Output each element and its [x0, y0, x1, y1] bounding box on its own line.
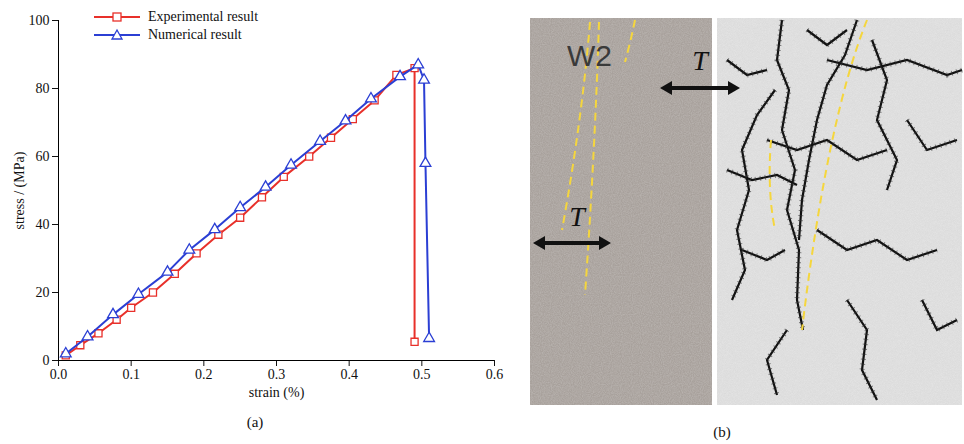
svg-text:20: 20 — [36, 285, 50, 300]
svg-text:0.5: 0.5 — [413, 367, 431, 382]
svg-text:stress / (MPa): stress / (MPa) — [12, 151, 28, 229]
svg-text:T: T — [692, 45, 710, 76]
html-text:(a): (a) — [246, 414, 264, 430]
html-text:Numerical result: Numerical result — [148, 27, 242, 42]
svg-text:0.0: 0.0 — [50, 367, 68, 382]
svg-text:40: 40 — [36, 217, 50, 232]
svg-text:0.4: 0.4 — [340, 367, 358, 382]
svg-text:80: 80 — [36, 81, 50, 96]
svg-text:T: T — [569, 201, 587, 232]
svg-text:0.1: 0.1 — [122, 367, 140, 382]
svg-text:(b): (b) — [713, 424, 731, 441]
svg-text:W2: W2 — [567, 39, 612, 72]
html-text:Experimental result: Experimental result — [148, 9, 258, 24]
svg-text:strain (%): strain (%) — [249, 385, 305, 401]
svg-text:60: 60 — [36, 149, 50, 164]
svg-text:0.2: 0.2 — [195, 367, 213, 382]
svg-text:100: 100 — [29, 13, 50, 28]
svg-text:0: 0 — [43, 353, 50, 368]
svg-text:0.3: 0.3 — [268, 367, 286, 382]
svg-text:0.6: 0.6 — [486, 367, 504, 382]
